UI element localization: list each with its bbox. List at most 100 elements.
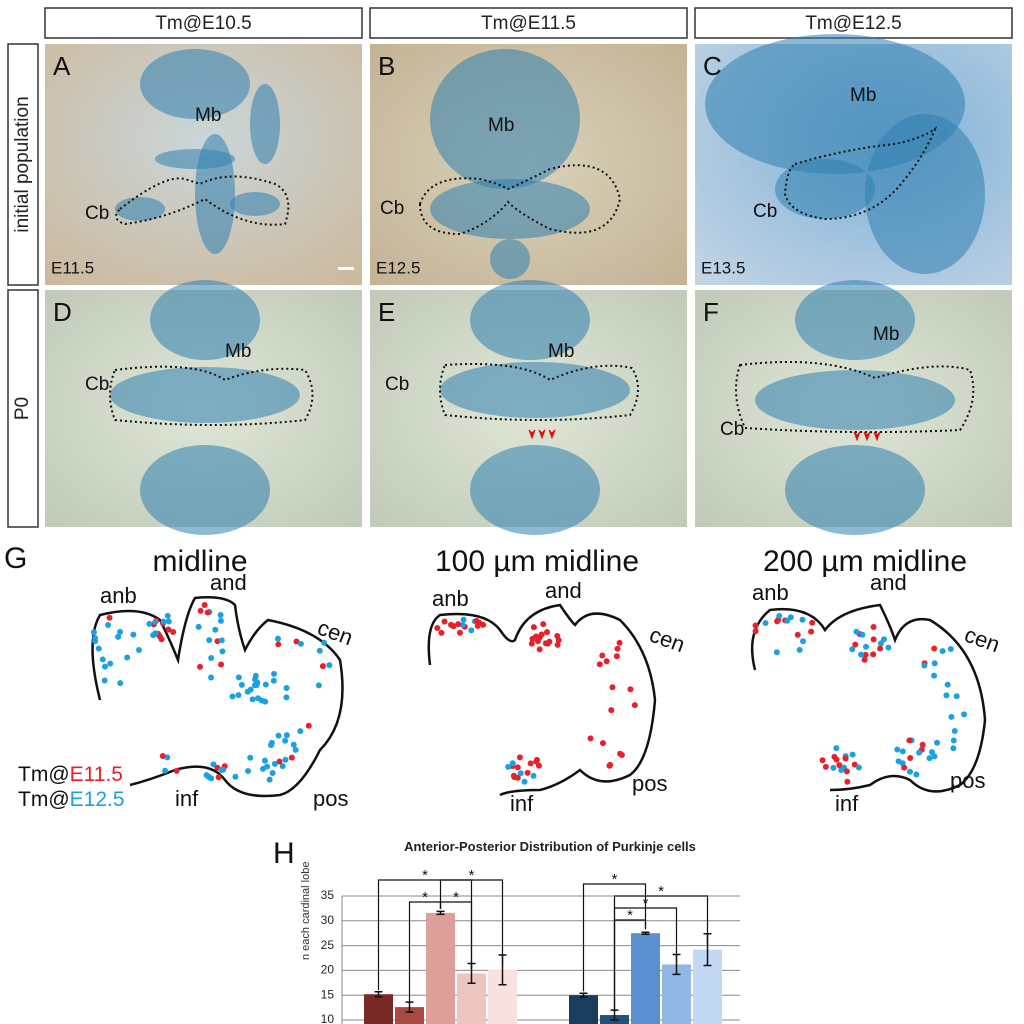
stained-tissue (140, 445, 270, 535)
significance-star: * (422, 867, 428, 884)
cell-dot (215, 774, 222, 781)
cell-dot (870, 624, 877, 631)
cell-dot (165, 618, 172, 625)
structure-label: Cb (380, 198, 404, 219)
cell-dot (870, 651, 877, 658)
cell-dot (762, 619, 769, 626)
cell-dot (208, 655, 215, 662)
cell-dot (217, 617, 224, 624)
cell-dot (253, 682, 260, 689)
cell-dot (276, 758, 283, 765)
stained-tissue (440, 362, 630, 418)
cell-dot (861, 656, 868, 663)
cell-dot (530, 772, 537, 779)
bar (569, 995, 598, 1024)
bar (364, 994, 393, 1024)
significance-star: * (658, 883, 664, 900)
significance-bracket (439, 901, 473, 970)
legend-entry: Tm@E11.5 (18, 763, 123, 786)
cell-dot (606, 762, 613, 769)
photo-panel: B Mb Cb E12.5 (370, 44, 687, 285)
structure-label: Cb (85, 374, 109, 395)
photo-panel: E Mb Cb (370, 280, 687, 535)
cell-dot (950, 737, 957, 744)
cell-dot (544, 640, 551, 647)
chart-title: Anterior-Posterior Distribution of Purki… (404, 839, 696, 854)
cerebellum-outline (115, 175, 290, 226)
cell-dot (130, 631, 137, 638)
cell-dot (524, 769, 531, 776)
significance-star: * (627, 907, 633, 924)
cell-dot (906, 737, 913, 744)
stained-tissue (865, 114, 985, 274)
cell-dot (862, 651, 869, 658)
lobe-outline (427, 603, 657, 797)
cell-dot (947, 645, 954, 652)
panel-letter: D (53, 297, 72, 327)
cell-dot (165, 626, 172, 633)
cell-dot (101, 663, 108, 670)
cell-dot (836, 762, 843, 769)
cell-dot (530, 624, 537, 631)
cell-dot (916, 749, 923, 756)
cell-dot (206, 637, 213, 644)
cell-dot (159, 753, 166, 760)
cell-dot (899, 748, 906, 755)
cell-dot (943, 692, 950, 699)
cell-dot (146, 620, 153, 627)
lobe-label: pos (313, 786, 348, 811)
section-title: 100 µm midline (435, 545, 639, 578)
cell-dot (218, 637, 225, 644)
photo-panel: F Mb Cb (695, 280, 1012, 535)
row-label-box (7, 289, 39, 528)
cell-dot (796, 646, 803, 653)
cell-dot (195, 623, 202, 630)
lobe-label: anb (100, 583, 137, 608)
legend-stage: E11.5 (70, 763, 123, 786)
cell-dot (269, 770, 276, 777)
legend-prefix: Tm@ (18, 763, 70, 786)
cell-dot (244, 688, 251, 695)
cell-dot (473, 617, 480, 624)
lobe-outline (750, 603, 987, 793)
cell-dot (170, 629, 177, 636)
significance-star: * (469, 867, 475, 884)
red-arrow (873, 431, 881, 442)
y-tick-label: 25 (321, 938, 335, 952)
stained-tissue (150, 280, 260, 360)
cell-dot (859, 631, 866, 638)
cell-dot (117, 680, 124, 687)
cell-dot (268, 739, 275, 746)
cell-dot (292, 746, 299, 753)
lobe-label: pos (950, 768, 985, 793)
significance-star: * (643, 895, 649, 912)
legend-stage: E12.5 (70, 788, 125, 811)
cell-dot (164, 612, 171, 619)
cerebellum-outline (109, 365, 314, 426)
cell-dot (197, 663, 204, 670)
cell-dot (870, 636, 877, 643)
cell-dot (831, 753, 838, 760)
cell-dot (249, 696, 256, 703)
cell-dot (441, 618, 448, 625)
cell-dot (321, 639, 328, 646)
cell-dot (208, 674, 215, 681)
photo-panel: A Mb Cb E11.5 (45, 44, 362, 285)
cell-dot (460, 616, 467, 623)
cell-dot (212, 626, 219, 633)
cell-dot (197, 607, 204, 614)
cell-dot (774, 618, 781, 625)
lobe-label: cen (961, 622, 1003, 658)
bar (631, 933, 660, 1024)
cell-dot (319, 663, 326, 670)
cell-dot (849, 751, 856, 758)
structure-label: Mb (225, 341, 251, 362)
stained-tissue (470, 445, 600, 535)
cell-dot (261, 757, 268, 764)
cell-dot (95, 645, 102, 652)
cell-dot (156, 633, 163, 640)
photo-panel: D Mb Cb (45, 280, 362, 535)
row-label: initial population (12, 96, 33, 232)
